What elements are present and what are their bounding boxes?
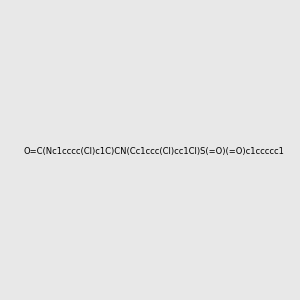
Text: O=C(Nc1cccc(Cl)c1C)CN(Cc1ccc(Cl)cc1Cl)S(=O)(=O)c1ccccc1: O=C(Nc1cccc(Cl)c1C)CN(Cc1ccc(Cl)cc1Cl)S(… xyxy=(23,147,284,156)
